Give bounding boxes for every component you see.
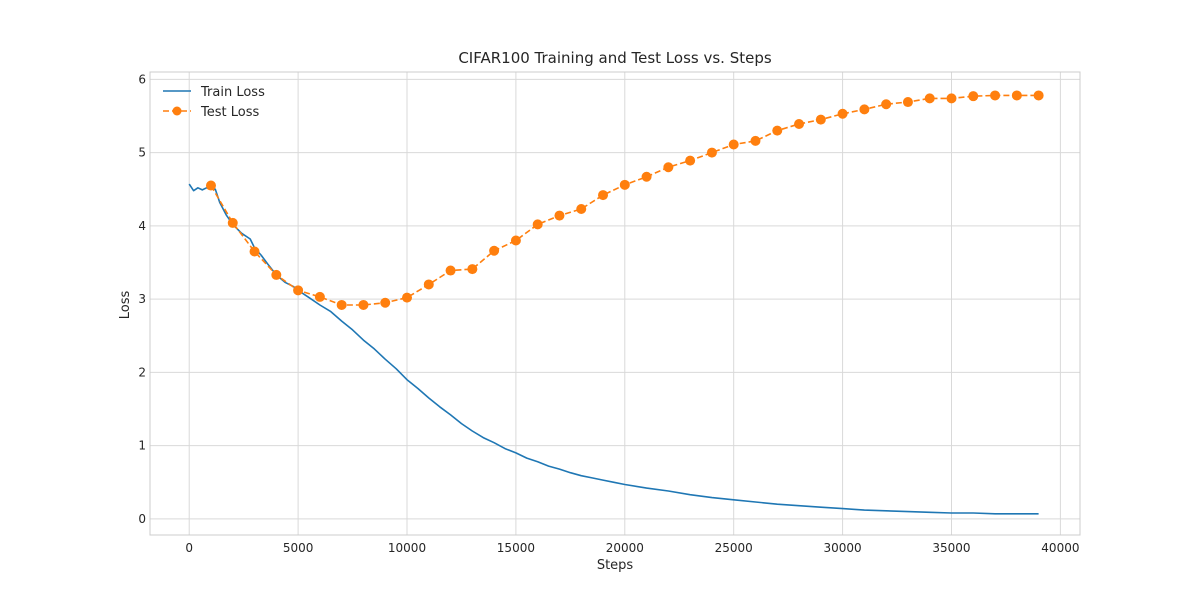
test-loss-point xyxy=(402,292,413,303)
test-loss-point xyxy=(772,125,783,136)
plot-frame xyxy=(149,71,1081,536)
x-tick-label: 25000 xyxy=(715,541,753,555)
series-layer xyxy=(188,90,1044,515)
y-tick-label: 5 xyxy=(138,146,146,160)
test-loss-point xyxy=(271,269,282,280)
test-loss-point xyxy=(881,99,892,110)
test-loss-point xyxy=(293,285,304,296)
test-loss-point xyxy=(227,217,238,228)
test-loss-point xyxy=(859,104,870,115)
test-loss-point xyxy=(1033,90,1044,101)
test-loss-point xyxy=(576,203,587,214)
x-tick-label: 5000 xyxy=(283,541,314,555)
legend-label-test: Test Loss xyxy=(200,105,259,120)
test-loss-point xyxy=(314,291,325,302)
test-loss-point xyxy=(750,135,761,146)
tick-labels: 0 5000 10000 15000 20000 25000 30000 35000 40000… xyxy=(138,72,1079,555)
test-loss-point xyxy=(1011,90,1022,101)
test-loss-point xyxy=(706,147,717,158)
test-loss-point xyxy=(685,155,696,166)
x-tick-label: 30000 xyxy=(824,541,862,555)
test-loss-point xyxy=(554,210,565,221)
test-loss-point xyxy=(902,97,913,108)
y-tick-label: 0 xyxy=(138,512,146,526)
test-loss-point xyxy=(641,171,652,182)
y-tick-label: 6 xyxy=(138,72,146,86)
test-loss-point xyxy=(205,180,216,191)
x-tick-label: 40000 xyxy=(1041,541,1079,555)
y-tick-label: 3 xyxy=(138,292,146,306)
test-loss-point xyxy=(380,297,391,308)
legend-test-marker xyxy=(172,106,182,116)
y-tick-label: 4 xyxy=(138,219,146,233)
chart-title: CIFAR100 Training and Test Loss vs. Step… xyxy=(458,49,772,67)
test-loss-point xyxy=(728,139,739,150)
test-loss-point xyxy=(358,299,369,310)
y-tick-label: 1 xyxy=(138,439,146,453)
train-loss-line xyxy=(188,183,1039,515)
test-loss-point xyxy=(619,179,630,190)
test-loss-point xyxy=(837,108,848,119)
test-loss-point xyxy=(249,246,260,257)
test-loss-point xyxy=(489,245,500,256)
test-loss-point xyxy=(794,119,805,130)
test-loss-point xyxy=(510,235,521,246)
test-loss-point xyxy=(598,190,609,201)
test-loss-point xyxy=(946,93,957,104)
x-tick-label: 0 xyxy=(185,541,193,555)
x-tick-label: 15000 xyxy=(497,541,535,555)
test-loss-point xyxy=(423,279,434,290)
y-tick-label: 2 xyxy=(138,365,146,379)
test-loss-point xyxy=(663,162,674,173)
legend: Train Loss Test Loss xyxy=(163,85,265,120)
x-tick-label: 35000 xyxy=(932,541,970,555)
test-loss-point xyxy=(445,265,456,276)
x-axis-label: Steps xyxy=(597,558,634,573)
test-loss-point xyxy=(467,264,478,275)
y-axis-label: Loss xyxy=(118,291,133,320)
x-tick-label: 20000 xyxy=(606,541,644,555)
x-tick-label: 10000 xyxy=(388,541,426,555)
test-loss-point xyxy=(532,219,543,230)
test-loss-point xyxy=(990,90,1001,101)
test-loss-point xyxy=(336,299,347,310)
legend-label-train: Train Loss xyxy=(200,85,265,100)
test-loss-point xyxy=(815,114,826,125)
test-loss-point xyxy=(924,93,935,104)
test-loss-point xyxy=(968,91,979,102)
